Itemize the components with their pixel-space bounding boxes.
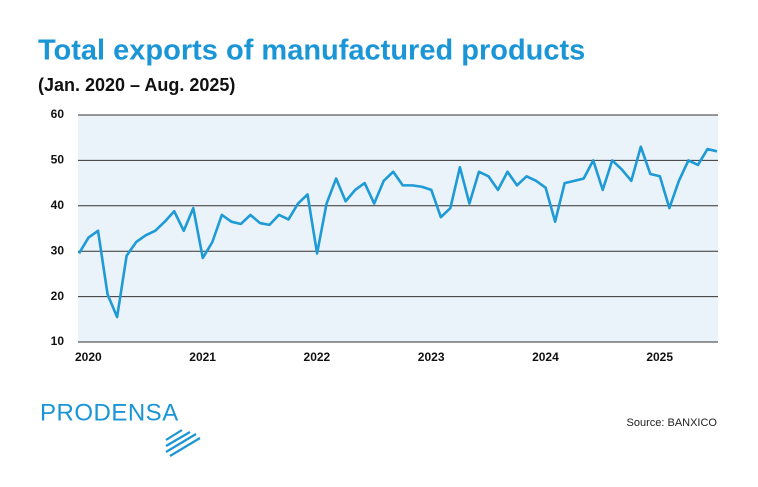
data-line: [77, 145, 718, 319]
x-tick-label: 2022: [304, 350, 331, 364]
y-tick-label: 40: [51, 198, 65, 212]
logo-mark: [165, 429, 201, 457]
x-tick-label: 2023: [418, 350, 445, 364]
y-tick-label: 10: [51, 334, 65, 348]
x-tick-label: 2025: [646, 350, 673, 364]
source-note: Source: BANXICO: [627, 417, 718, 429]
y-tick-label: 30: [51, 243, 65, 257]
y-tick-label: 20: [51, 289, 65, 303]
plot-area: [78, 115, 718, 342]
logo: PRODENSA: [40, 399, 201, 457]
chart-subtitle: (Jan. 2020 – Aug. 2025): [38, 75, 235, 95]
x-tick-label: 2024: [532, 350, 559, 364]
chart-title: Total exports of manufactured products: [38, 35, 585, 67]
logo-text: PRODENSA: [40, 399, 179, 426]
x-tick-label: 2020: [75, 350, 102, 364]
y-tick-label: 50: [51, 153, 65, 167]
y-tick-label: 60: [51, 107, 65, 121]
x-tick-label: 2021: [189, 350, 216, 364]
